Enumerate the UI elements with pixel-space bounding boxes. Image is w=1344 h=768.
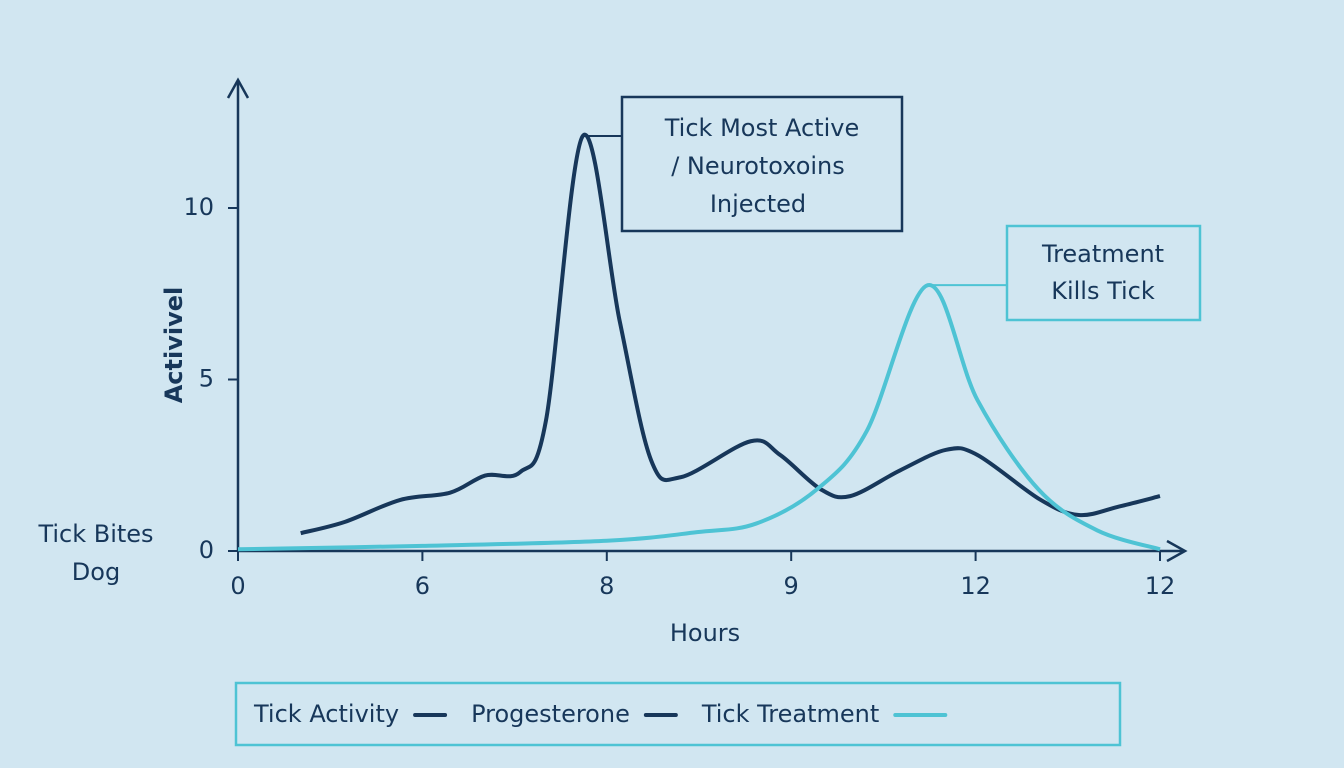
legend-label: Tick Activity xyxy=(253,700,399,728)
legend-label: Progesterone xyxy=(471,700,630,728)
annotation-text: Tick Bites xyxy=(37,520,153,548)
x-tick-label: 0 xyxy=(230,572,245,600)
x-tick-label: 12 xyxy=(1145,572,1176,600)
x-tick-label: 12 xyxy=(960,572,991,600)
y-tick-label: 0 xyxy=(199,536,214,564)
line xyxy=(237,283,1161,552)
y-axis-label: Activivel xyxy=(160,287,188,404)
y-tick-label: 10 xyxy=(183,193,214,221)
x-tick-label: 8 xyxy=(599,572,614,600)
annotation-box xyxy=(620,95,904,233)
x-tick-label: 6 xyxy=(415,572,430,600)
x-axis-label: Hours xyxy=(670,619,740,647)
legend-box xyxy=(234,681,1122,747)
y-axis-arrow xyxy=(226,77,250,99)
annotation-text: Tick Most Active xyxy=(664,114,859,142)
annotation-text: Treatment xyxy=(1041,240,1164,268)
legend-label: Tick Treatment xyxy=(701,700,879,728)
x-axis-arrow xyxy=(1166,539,1188,563)
annotation-text: Dog xyxy=(72,558,120,586)
annotation-text: Kills Tick xyxy=(1051,277,1155,305)
annotation-text: / Neurotoxoins xyxy=(671,152,845,180)
y-tick-label: 5 xyxy=(199,365,214,393)
annotation-text: Injected xyxy=(710,190,806,218)
line xyxy=(300,132,1161,536)
annotation-box xyxy=(1005,224,1202,322)
x-tick-label: 9 xyxy=(784,572,799,600)
